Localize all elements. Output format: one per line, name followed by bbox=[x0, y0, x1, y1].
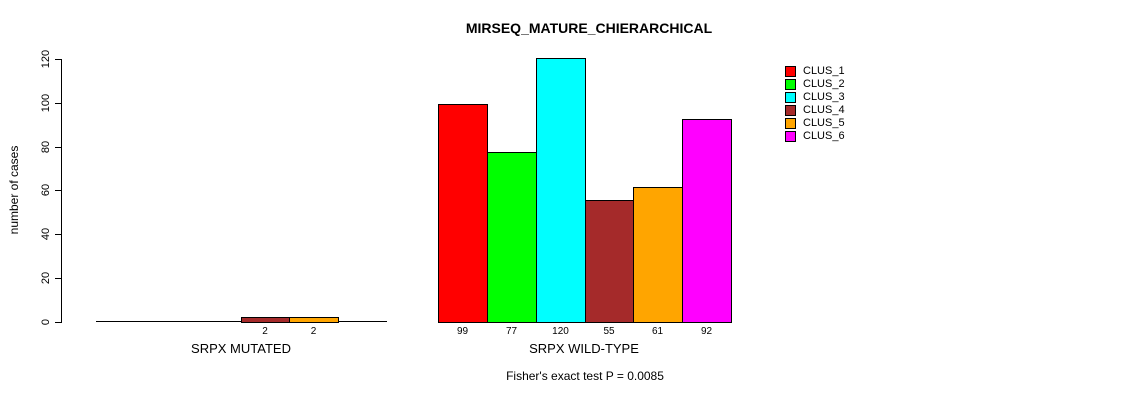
bar-clus_5 bbox=[633, 187, 683, 323]
bar-clus_1 bbox=[438, 104, 488, 323]
bar-clus_6 bbox=[682, 119, 732, 323]
y-axis-tick bbox=[55, 59, 61, 60]
chart-title: MIRSEQ_MATURE_CHIERARCHICAL bbox=[465, 20, 713, 36]
legend-label-clus_3: CLUS_3 bbox=[803, 91, 845, 103]
legend-label-clus_1: CLUS_1 bbox=[803, 65, 845, 77]
y-axis-tick bbox=[55, 190, 61, 191]
legend-label-clus_2: CLUS_2 bbox=[803, 78, 845, 90]
legend-swatch-clus_1 bbox=[785, 66, 796, 77]
y-axis-tick bbox=[55, 147, 61, 148]
legend-swatch-clus_6 bbox=[785, 131, 796, 142]
y-axis-tick-label: 80 bbox=[40, 140, 52, 154]
bar-clus_6 bbox=[338, 321, 387, 322]
legend-label-clus_5: CLUS_5 bbox=[803, 117, 845, 129]
legend-swatch-clus_4 bbox=[785, 105, 796, 116]
bar-value-label: 92 bbox=[700, 326, 713, 337]
y-axis-line bbox=[61, 59, 62, 323]
x-category-label-srpx-mutated: SRPX MUTATED bbox=[191, 341, 291, 356]
bar-value-label: 2 bbox=[310, 326, 317, 337]
bar-value-label: 61 bbox=[651, 326, 664, 337]
y-axis-tick bbox=[55, 278, 61, 279]
legend-label-clus_6: CLUS_6 bbox=[803, 130, 845, 142]
bar-clus_5 bbox=[289, 317, 339, 323]
y-axis-tick-label: 60 bbox=[40, 183, 52, 197]
bar-value-label: 77 bbox=[505, 326, 518, 337]
bar-clus_4 bbox=[585, 200, 634, 323]
legend-swatch-clus_3 bbox=[785, 92, 796, 103]
bar-value-label: 55 bbox=[603, 326, 615, 337]
bar-clus_3 bbox=[536, 58, 586, 323]
y-axis-tick-label: 40 bbox=[40, 227, 52, 241]
y-axis-tick-label: 120 bbox=[40, 49, 52, 69]
bar-clus_2 bbox=[487, 152, 537, 323]
bar-clus_3 bbox=[193, 321, 242, 322]
y-axis-tick-label: 0 bbox=[40, 318, 52, 326]
y-axis-tick bbox=[55, 322, 61, 323]
y-axis-tick bbox=[55, 234, 61, 235]
legend-label-clus_4: CLUS_4 bbox=[803, 104, 845, 116]
bar-clus_1 bbox=[96, 321, 145, 322]
y-axis-tick-label: 100 bbox=[40, 93, 52, 113]
y-axis-label: number of cases bbox=[7, 145, 21, 235]
bar-clus_4 bbox=[241, 317, 290, 323]
y-axis-tick-label: 20 bbox=[40, 271, 52, 285]
legend-swatch-clus_2 bbox=[785, 79, 796, 90]
x-category-label-srpx-wild-type: SRPX WILD-TYPE bbox=[529, 341, 639, 356]
bar-value-label: 2 bbox=[262, 326, 268, 337]
legend-swatch-clus_5 bbox=[785, 118, 796, 129]
fisher-test-annotation: Fisher's exact test P = 0.0085 bbox=[506, 369, 664, 383]
bar-value-label: 99 bbox=[456, 326, 469, 337]
y-axis-tick bbox=[55, 103, 61, 104]
bar-value-label: 120 bbox=[552, 326, 569, 337]
bar-clus_2 bbox=[144, 321, 194, 322]
